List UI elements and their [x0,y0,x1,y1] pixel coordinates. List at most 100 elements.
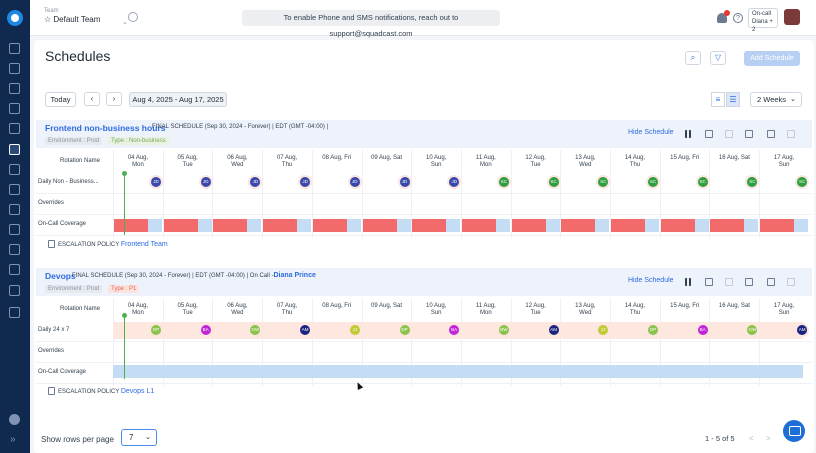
grid-view-toggle[interactable]: ☰ [726,92,740,107]
user-avatar-chip[interactable]: BA [449,325,460,335]
day-header: 17 Aug, Sun [764,155,804,169]
grid-row-line [36,214,812,215]
prev-page-button[interactable]: < [749,434,754,443]
workflows-icon[interactable] [9,244,20,255]
help-center-icon[interactable] [9,414,20,425]
hide-schedule-link[interactable]: Hide Schedule [628,277,674,284]
user-avatar-chip[interactable]: AM [300,325,311,335]
escalation-policy-link[interactable]: Frontend Team [120,241,168,248]
schedule-name[interactable]: Devops [45,271,76,281]
rows-per-page-select[interactable]: 7 ⌄ [121,429,157,446]
user-avatar-chip[interactable]: AM [797,325,808,335]
user-avatar-chip[interactable]: SC [797,177,808,187]
user-avatar-chip[interactable]: SC [697,177,708,187]
user-avatar-chip[interactable]: SC [598,177,609,187]
user-avatar-chip[interactable]: DP [399,325,410,335]
schedule-name[interactable]: Frontend non-business hours [45,123,166,133]
edit-icon[interactable] [767,130,775,138]
slo-icon[interactable] [9,285,20,296]
user-avatar-chip[interactable]: SC [548,177,559,187]
user-avatar-chip[interactable]: SC [498,177,509,187]
squads-icon[interactable] [9,184,20,195]
day-header: 10 Aug, Sun [416,155,456,169]
notification-badge [724,10,730,16]
user-avatar-chip[interactable]: AM [548,325,559,335]
copy-icon[interactable] [725,278,733,286]
next-page-button[interactable]: > [766,434,771,443]
oncall-name[interactable]: Diana Prince [273,272,316,279]
pause-icon[interactable] [685,278,691,286]
chevron-down-icon[interactable]: ⌄ [122,19,128,26]
user-avatar-chip[interactable]: DP [648,325,658,335]
user-avatar-chip[interactable]: JD [399,177,410,187]
schedule-period: (Sep 30, 2024 - Forever) [124,273,191,279]
user-avatar-chip[interactable]: JD [449,177,460,187]
hide-schedule-link[interactable]: Hide Schedule [628,129,674,136]
edit-icon[interactable] [767,278,775,286]
escalation-policy-link[interactable]: Devops L1 [120,388,155,395]
user-avatar-chip[interactable]: BW [498,325,509,335]
day-header: 16 Aug, Sat [714,155,754,162]
calendar-icon[interactable] [705,130,713,138]
delete-icon[interactable] [787,278,795,286]
add-schedule-button[interactable]: Add Schedule [744,51,800,66]
user-avatar[interactable] [784,9,800,25]
notification-bell-icon[interactable] [717,10,730,23]
user-avatar-chip[interactable]: GW [250,325,261,335]
coverage-segment-covered [114,219,148,232]
user-icon[interactable] [745,130,753,138]
day-weekday: Sun [778,162,790,168]
team-selector[interactable]: Team ☆ Default Team [44,8,100,24]
user-avatar-chip[interactable]: JD [349,177,360,187]
user-avatar-chip[interactable]: BA [200,325,211,335]
incidents-icon[interactable] [9,63,20,74]
today-button[interactable]: Today [45,92,76,107]
date-range-picker[interactable]: Aug 4, 2025 - Aug 17, 2025 [129,92,227,107]
user-avatar-chip[interactable]: JD [300,177,311,187]
delete-icon[interactable] [787,130,795,138]
next-period-button[interactable]: › [106,92,122,106]
user-avatar-chip[interactable]: JD [151,177,161,187]
user-avatar-chip[interactable]: GW [747,325,758,335]
user-avatar-chip[interactable]: SC [747,177,758,187]
squadcast-logo[interactable] [7,10,23,26]
search-icon[interactable] [128,12,138,22]
global-event-rules-icon[interactable] [9,264,20,275]
oncall-indicator[interactable]: On-call Diana + 2 [748,8,778,33]
filter-button[interactable]: ▽ [710,51,726,65]
day-date: 07 Aug, [276,155,298,161]
grid-column-line [162,298,164,386]
pause-icon[interactable] [685,130,691,138]
search-schedules-button[interactable]: ⌕ [685,51,701,65]
runbooks-icon[interactable] [9,204,20,215]
services-icon[interactable] [9,83,20,94]
escalation-policies-icon[interactable] [9,164,20,175]
status-page-icon[interactable] [9,224,20,235]
prev-period-button[interactable]: ‹ [84,92,100,106]
oncall-coverage-bar [113,365,803,378]
day-date: 05 Aug, [177,155,198,161]
day-date: 14 Aug, [624,303,646,309]
user-avatar-chip[interactable]: JD [200,177,211,187]
help-icon[interactable]: ? [733,13,743,23]
user-icon[interactable] [745,278,753,286]
user-avatar-chip[interactable]: JJ [598,325,609,335]
dashboard-icon[interactable] [9,43,20,54]
user-avatar-chip[interactable]: JJ [349,325,360,335]
copy-icon[interactable] [725,130,733,138]
user-avatar-chip[interactable]: DP [151,325,161,335]
weeks-select[interactable]: 2 Weeks ⌄ [750,92,802,107]
list-view-toggle[interactable]: ≡ [711,92,725,107]
calendar-icon[interactable] [705,278,713,286]
user-avatar-chip[interactable]: JD [250,177,261,187]
postmortems-icon[interactable] [9,123,20,134]
day-header: 14 Aug, Thu [615,303,655,317]
settings-icon[interactable] [9,307,20,318]
collapse-sidebar-icon[interactable]: » [10,434,16,445]
user-avatar-chip[interactable]: SC [648,177,658,187]
schedules-icon[interactable] [9,144,20,155]
user-avatar-chip[interactable]: BA [697,325,708,335]
current-time-line [124,173,125,235]
chat-support-button[interactable] [783,420,805,442]
analytics-icon[interactable] [9,103,20,114]
